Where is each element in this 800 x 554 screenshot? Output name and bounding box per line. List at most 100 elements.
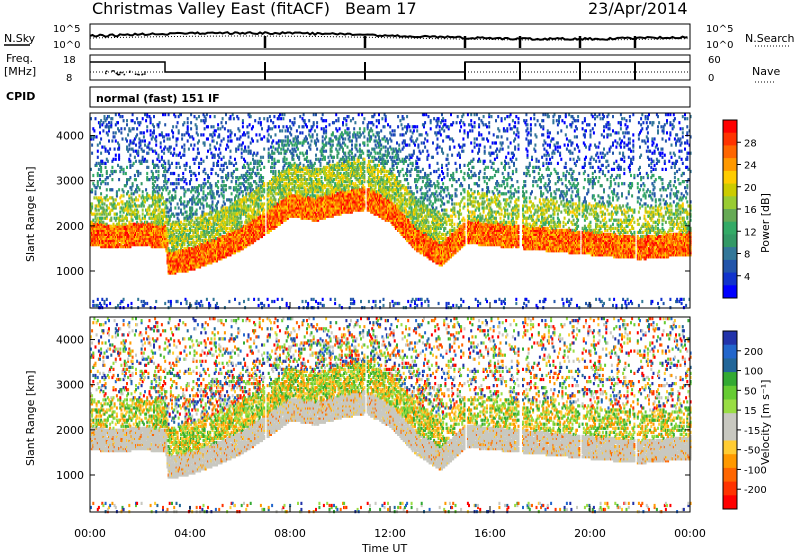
echo-cell: [188, 188, 190, 191]
echo-cell: [246, 125, 248, 128]
echo-cell: [230, 186, 232, 189]
echo-cell: [122, 200, 124, 203]
nsky-label: N.Sky: [4, 32, 36, 45]
echo-cell: [160, 141, 162, 144]
echo-cell: [120, 166, 122, 169]
echo-cell: [227, 129, 229, 132]
echo-cell: [165, 133, 167, 136]
echo-cell: [204, 127, 206, 130]
echo-cell: [222, 176, 224, 179]
echo-cell: [227, 146, 229, 149]
echo-cell: [263, 188, 265, 191]
echo-cell: [216, 206, 218, 209]
echo-cell: [190, 144, 192, 147]
echo-cell: [270, 119, 272, 122]
echo-cell: [164, 146, 166, 149]
echo-cell: [233, 117, 235, 120]
echo-cell: [255, 133, 257, 136]
echo-cell: [170, 146, 172, 149]
echo-cell: [227, 172, 229, 175]
echo-cell: [178, 213, 180, 216]
echo-cell: [134, 156, 136, 159]
echo-cell: [162, 188, 164, 191]
echo-cell: [204, 141, 206, 144]
echo-cell: [197, 133, 199, 136]
echo-cell: [217, 186, 219, 189]
echo-cell: [180, 186, 182, 189]
echo-cell: [118, 154, 120, 157]
echo-cell: [126, 217, 128, 220]
echo-cell: [206, 213, 208, 216]
noise-sky-line: [90, 32, 688, 40]
echo-cell: [105, 162, 107, 165]
echo-cell: [115, 154, 117, 157]
echo-cell: [159, 121, 161, 124]
echo-cell: [111, 166, 113, 169]
echo-cell: [100, 192, 102, 195]
echo-cell: [231, 198, 233, 201]
echo-cell: [271, 156, 273, 159]
echo-cell: [198, 192, 200, 195]
echo-cell: [101, 160, 103, 163]
echo-cell: [167, 239, 169, 242]
echo-cell: [311, 178, 313, 181]
echo-cell: [173, 215, 175, 218]
echo-cell: [194, 144, 196, 147]
echo-cell: [108, 139, 110, 142]
echo-cell: [169, 164, 171, 167]
echo-cell: [255, 186, 257, 189]
echo-cell: [178, 219, 180, 222]
echo-cell: [196, 156, 198, 159]
echo-cell: [107, 182, 109, 185]
echo-cell: [178, 206, 180, 209]
echo-cell: [126, 166, 128, 169]
echo-cell: [180, 302, 182, 305]
echo-cell: [313, 121, 315, 124]
echo-cell: [225, 148, 227, 151]
echo-cell: [225, 188, 227, 191]
echo-cell: [181, 133, 183, 136]
echo-cell: [189, 166, 191, 169]
echo-cell: [169, 190, 171, 193]
echo-cell: [280, 148, 282, 151]
echo-cell: [179, 152, 181, 155]
echo-cell: [167, 137, 169, 140]
echo-cell: [236, 168, 238, 171]
echo-cell: [126, 139, 128, 142]
echo-cell: [92, 219, 94, 222]
echo-cell: [200, 162, 202, 165]
echo-cell: [271, 127, 273, 130]
echo-cell: [182, 213, 184, 216]
echo-cell: [306, 156, 308, 159]
echo-cell: [307, 302, 309, 305]
date-label: 23/Apr/2014: [588, 0, 688, 18]
echo-cell: [142, 117, 144, 120]
echo-cell: [302, 131, 304, 134]
echo-cell: [199, 304, 201, 307]
echo-cell: [102, 180, 104, 183]
echo-cell: [99, 178, 101, 181]
echo-cell: [97, 172, 99, 175]
echo-cell: [177, 202, 179, 205]
echo-cell: [136, 127, 138, 130]
echo-cell: [97, 213, 99, 216]
echo-cell: [154, 194, 156, 197]
echo-cell: [241, 156, 243, 159]
echo-cell: [312, 133, 314, 136]
echo-cell: [258, 184, 260, 187]
echo-cell: [307, 160, 309, 163]
echo-cell: [176, 178, 178, 181]
echo-cell: [278, 125, 280, 128]
echo-cell: [217, 174, 219, 177]
echo-cell: [208, 231, 210, 234]
echo-cell: [164, 166, 166, 169]
echo-cell: [137, 198, 139, 201]
freq-dot: [121, 72, 123, 74]
echo-cell: [223, 168, 225, 171]
echo-cell: [198, 162, 200, 165]
echo-cell: [168, 133, 170, 136]
echo-cell: [269, 127, 271, 130]
echo-cell: [117, 304, 119, 307]
echo-cell: [282, 125, 284, 128]
echo-cell: [223, 137, 225, 140]
